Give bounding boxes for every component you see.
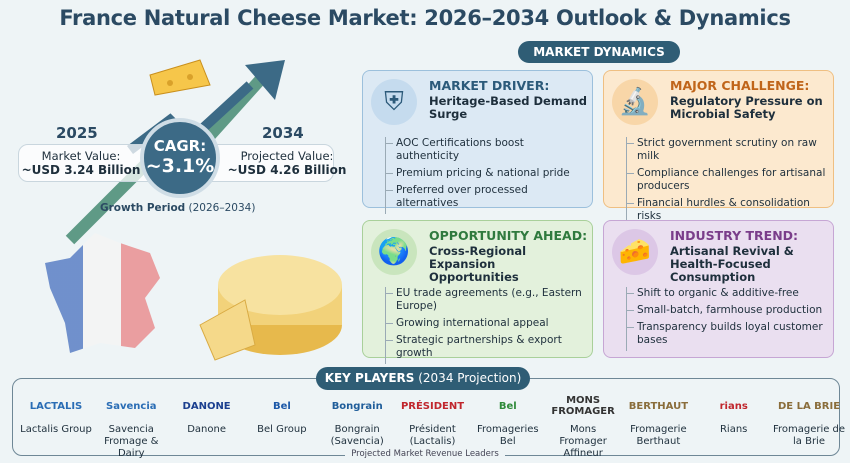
key-players-footer-text: Projected Market Revenue Leaders	[345, 449, 505, 459]
company-name: Bel Group	[257, 424, 307, 435]
cagr-label: CAGR:	[153, 137, 207, 155]
key-players-subtitle: (2034 Projection)	[418, 371, 522, 385]
list-item: EU trade agreements (e.g., Eastern Europ…	[386, 287, 590, 313]
opportunity-card: 🌍 OPPORTUNITY AHEAD: Cross-Regional Expa…	[362, 220, 593, 364]
list-item: Strategic partnerships & export growth	[386, 334, 590, 360]
card-points: Strict government scrutiny on raw milk C…	[626, 137, 831, 227]
key-players-footer: Projected Market Revenue Leaders	[0, 449, 850, 459]
card-heading: MARKET DRIVER:	[429, 78, 550, 93]
list-item: Preferred over processed alternatives	[386, 184, 590, 210]
growth-period-label: Growth Period	[100, 202, 186, 214]
company-logo: Savencia	[106, 400, 157, 412]
globe-arrows-icon: 🌍	[371, 229, 417, 275]
company-logo: LACTALIS	[29, 400, 83, 412]
card-points: Shift to organic & additive-free Small-b…	[626, 287, 831, 351]
company-name: Lactalis Group	[20, 424, 92, 435]
key-player-item: BERTHAUT Fromagerie Berthaut	[620, 392, 696, 448]
cheese-wedge-icon	[149, 59, 211, 96]
company-logo: Bongrain	[331, 400, 383, 412]
company-logo: MONS FROMAGER	[551, 395, 615, 417]
list-item: Premium pricing & national pride	[386, 167, 590, 180]
end-value-amount: ~USD 4.26 Billion	[227, 163, 347, 177]
card-points: AOC Certifications boost authenticity Pr…	[385, 137, 590, 214]
company-name: Rians	[719, 424, 748, 435]
card-subheading: Regulatory Pressure on Microbial Safety	[670, 94, 823, 121]
key-player-item: PRÉSIDENT Président (Lactalis)	[395, 392, 471, 448]
company-name: Mons Fromager Affineur	[559, 424, 607, 459]
market-driver-card: ⛨ MARKET DRIVER: Heritage-Based Demand S…	[362, 70, 593, 214]
page-title: France Natural Cheese Market: 2026–2034 …	[59, 6, 791, 30]
card-points: EU trade agreements (e.g., Eastern Europ…	[385, 287, 590, 364]
end-value: Projected Value: ~USD 4.26 Billion	[222, 149, 352, 177]
key-player-item: LACTALIS Lactalis Group	[18, 392, 94, 436]
card-heading: MAJOR CHALLENGE:	[670, 78, 810, 93]
card-heading: INDUSTRY TREND:	[670, 228, 799, 243]
key-player-item: Bongrain Bongrain (Savencia)	[319, 392, 395, 448]
cagr-badge: CAGR: ~3.1%	[140, 118, 220, 198]
list-item: Compliance challenges for artisanal prod…	[627, 167, 831, 193]
company-logo: rians	[719, 400, 748, 412]
cagr-value: ~3.1%	[145, 155, 215, 177]
list-item: Growing international appeal	[386, 317, 590, 330]
company-name: Président (Lactalis)	[409, 424, 456, 447]
key-player-item: Bel Fromageries Bel	[470, 392, 546, 448]
key-player-item: Savencia Savencia Fromage & Dairy	[93, 392, 169, 460]
company-name: Fromagerie de la Brie	[772, 424, 846, 447]
start-value-label: Market Value:	[41, 149, 121, 163]
key-player-item: Bel Bel Group	[244, 392, 320, 436]
company-logo: Bel	[272, 400, 291, 412]
company-name: Savencia Fromage & Dairy	[104, 424, 159, 459]
key-players-title: KEY PLAYERS	[324, 371, 415, 385]
shield-check-icon: ⛨	[371, 79, 417, 125]
company-name: Bongrain (Savencia)	[330, 424, 384, 447]
industry-trend-card: 🧀 INDUSTRY TREND: Artisanal Revival & He…	[603, 220, 834, 358]
card-subheading: Artisanal Revival & Health-Focused Consu…	[670, 244, 794, 284]
key-player-item: DE LA BRIE Fromagerie de la Brie	[771, 392, 847, 448]
key-player-item: rians Rians	[696, 392, 772, 436]
start-value: Market Value: ~USD 3.24 Billion	[16, 149, 146, 177]
company-name: Fromageries Bel	[476, 424, 539, 447]
key-players-header: KEY PLAYERS (2034 Projection)	[316, 367, 530, 390]
france-map-icon	[45, 233, 160, 353]
end-year: 2034	[262, 124, 304, 142]
card-subheading: Heritage-Based Demand Surge	[429, 94, 588, 121]
card-heading: OPPORTUNITY AHEAD:	[429, 228, 588, 243]
list-item: Small-batch, farmhouse production	[627, 304, 831, 317]
company-name: Fromagerie Berthaut	[630, 424, 687, 447]
key-player-item: MONS FROMAGER Mons Fromager Affineur	[545, 392, 621, 460]
list-item: Financial hurdles & consolidation risks	[627, 197, 831, 223]
card-subheading: Cross-Regional Expansion Opportunities	[429, 244, 527, 284]
company-logo: Bel	[498, 400, 517, 412]
company-logo: PRÉSIDENT	[400, 400, 465, 412]
hand-cheese-icon: 🧀	[612, 229, 658, 275]
list-item: AOC Certifications boost authenticity	[386, 137, 590, 163]
list-item: Shift to organic & additive-free	[627, 287, 831, 300]
end-value-label: Projected Value:	[240, 149, 334, 163]
list-item: Strict government scrutiny on raw milk	[627, 137, 831, 163]
microscope-icon: 🔬	[612, 79, 658, 125]
start-year: 2025	[56, 124, 98, 142]
market-dynamics-header: MARKET DYNAMICS	[518, 41, 680, 63]
list-item: Transparency builds loyal customer bases	[627, 321, 831, 347]
start-value-amount: ~USD 3.24 Billion	[21, 163, 141, 177]
company-name: Danone	[187, 424, 226, 435]
growth-period-value: (2026–2034)	[188, 202, 256, 214]
company-logo: DANONE	[182, 400, 231, 412]
growth-period: Growth Period (2026–2034)	[100, 202, 255, 214]
key-player-item: DANONE Danone	[169, 392, 245, 436]
company-logo: BERTHAUT	[628, 400, 689, 412]
major-challenge-card: 🔬 MAJOR CHALLENGE: Regulatory Pressure o…	[603, 70, 834, 227]
company-logo: DE LA BRIE	[777, 400, 841, 412]
cheese-wheel-icon	[199, 255, 342, 361]
